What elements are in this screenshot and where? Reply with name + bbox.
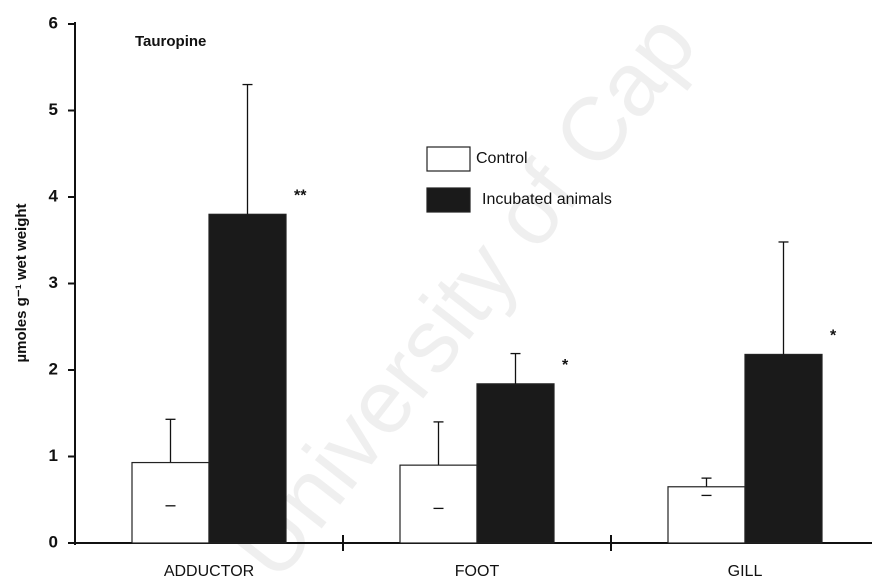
significance-label: *	[562, 357, 569, 374]
y-axis-label: µmoles g⁻¹ wet weight	[13, 203, 30, 362]
significance-label: *	[830, 328, 837, 345]
bar	[476, 383, 555, 544]
y-tick-label: 5	[49, 100, 58, 119]
y-tick-label: 0	[49, 532, 58, 551]
chart-title: Tauropine	[135, 33, 206, 50]
y-tick-label: 3	[49, 273, 58, 292]
y-tick-label: 6	[49, 13, 58, 32]
bar	[208, 213, 287, 544]
significance-label: **	[294, 188, 307, 205]
bar	[744, 353, 823, 544]
legend-swatch	[426, 146, 471, 172]
y-tick-label: 2	[49, 359, 58, 378]
bar	[399, 464, 478, 544]
bar	[667, 486, 746, 544]
y-tick-label: 1	[49, 446, 58, 465]
x-tick-label: FOOT	[455, 563, 500, 580]
x-tick-label: GILL	[728, 563, 763, 580]
legend-label: Incubated animals	[482, 191, 612, 208]
x-tick-label: ADDUCTOR	[164, 563, 254, 580]
bar	[131, 461, 210, 544]
legend-swatch	[426, 187, 471, 213]
legend-label: Control	[476, 150, 528, 167]
y-tick-label: 4	[49, 186, 59, 205]
